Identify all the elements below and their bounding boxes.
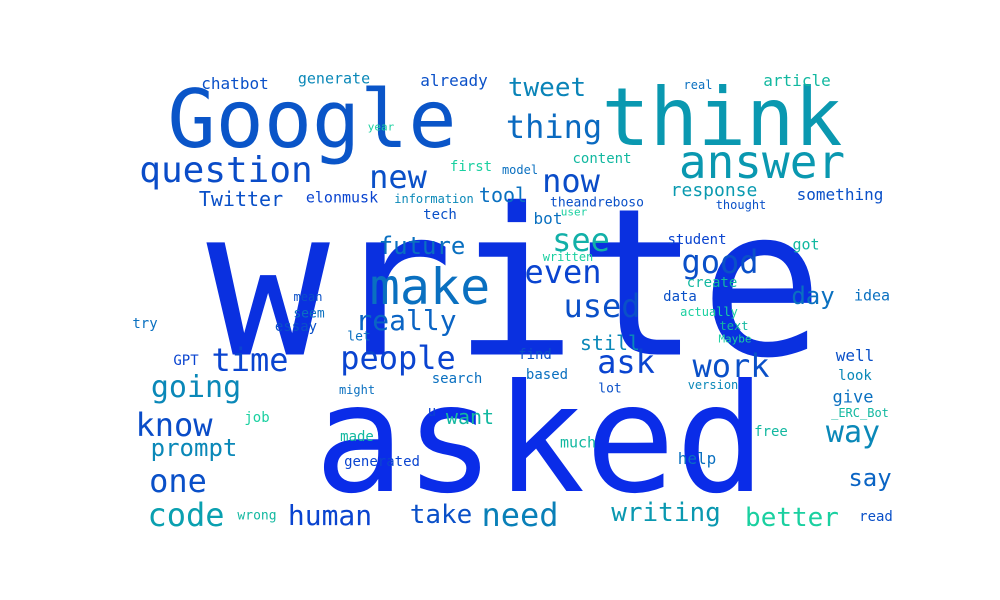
word-27: way (825, 415, 881, 450)
word-36: tool (478, 183, 528, 207)
word-40: already (420, 71, 488, 90)
word-83: job (244, 410, 270, 426)
word-18: going (150, 370, 242, 405)
word-86: mean (293, 290, 323, 304)
word-20: one (149, 462, 207, 500)
word-51: thought (715, 198, 767, 212)
word-22: human (287, 499, 373, 532)
word-46: content (572, 151, 632, 167)
word-4: answer (678, 135, 846, 189)
word-84: GPT (173, 353, 199, 369)
word-59: data (663, 289, 697, 305)
word-85: try (132, 316, 158, 332)
word-25: work (692, 347, 770, 385)
word-14: even (524, 253, 602, 291)
word-73: much (559, 433, 597, 452)
word-70: read (859, 509, 893, 525)
word-24: need (481, 496, 559, 534)
word-74: find (518, 347, 552, 363)
word-53: tech (423, 207, 457, 223)
word-82: wrong (237, 508, 277, 524)
word-54: bot (533, 209, 563, 228)
word-8: time (211, 341, 289, 379)
word-67: _ERC_Bot (831, 406, 889, 420)
word-17: really (355, 304, 457, 337)
word-7: people (340, 339, 456, 377)
word-1: asked (314, 353, 766, 527)
word-43: year (367, 120, 395, 134)
word-16: good (681, 243, 759, 281)
word-62: text (719, 319, 749, 333)
word-47: elonmusk (305, 188, 379, 207)
word-26: ask (597, 343, 655, 381)
word-12: tweet (507, 73, 587, 103)
word-76: search (431, 371, 483, 387)
word-68: free (754, 424, 788, 440)
word-50: user (560, 205, 588, 219)
word-57: written (542, 250, 594, 264)
word-6: question (139, 150, 313, 191)
word-33: future (378, 232, 466, 260)
word-79: might (338, 383, 376, 397)
word-55: student (667, 232, 727, 248)
word-69: help (677, 449, 717, 468)
word-3: think (601, 71, 843, 164)
word-23: take (409, 500, 473, 530)
word-77: u (427, 404, 437, 420)
word-64: well (835, 346, 875, 365)
word-88: essay (274, 319, 318, 335)
word-80: made (340, 429, 374, 445)
word-10: now (542, 162, 600, 200)
word-15: see (552, 221, 610, 259)
word-48: information (394, 192, 474, 206)
word-13: used (563, 287, 641, 325)
word-81: generated (344, 454, 420, 470)
word-29: say (848, 464, 892, 492)
word-56: got (792, 235, 820, 254)
word-31: writing (611, 498, 721, 528)
word-44: model (501, 163, 539, 177)
word-34: still (579, 331, 641, 355)
word-52: something (796, 185, 884, 204)
word-65: look (838, 368, 872, 384)
word-78: want (445, 405, 495, 429)
word-41: article (763, 71, 831, 90)
word-75: based (525, 367, 569, 383)
word-58: create (686, 275, 738, 291)
word-63: Maybe (718, 332, 752, 346)
word-60: actually (680, 305, 738, 319)
word-39: generate (297, 69, 371, 88)
word-9: new (369, 158, 427, 196)
word-49: theandreboso (550, 195, 644, 211)
word-19: know (135, 406, 213, 444)
word-28: day (791, 282, 835, 310)
word-89: let (347, 329, 371, 345)
word-0: write (206, 165, 824, 404)
word-2: Google (167, 73, 457, 166)
word-21: code (147, 496, 225, 534)
word-35: response (670, 180, 758, 201)
word-66: give (832, 387, 874, 408)
word-11: thing (505, 108, 603, 146)
word-71: version (687, 378, 739, 392)
word-38: chatbot (201, 74, 269, 93)
word-87: seem (293, 306, 325, 322)
word-42: real (683, 78, 713, 92)
word-5: make (369, 258, 491, 316)
word-72: lot (598, 381, 622, 397)
word-61: idea (853, 286, 891, 305)
word-45: first (449, 159, 493, 175)
word-30: better (745, 503, 839, 533)
word-37: Twitter (198, 187, 284, 211)
word-32: prompt (150, 434, 238, 462)
